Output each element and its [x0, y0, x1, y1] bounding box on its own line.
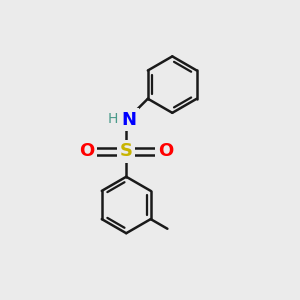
- Text: H: H: [108, 112, 118, 126]
- Text: O: O: [158, 142, 173, 160]
- Text: O: O: [79, 142, 94, 160]
- Text: N: N: [121, 111, 136, 129]
- Text: S: S: [120, 142, 133, 160]
